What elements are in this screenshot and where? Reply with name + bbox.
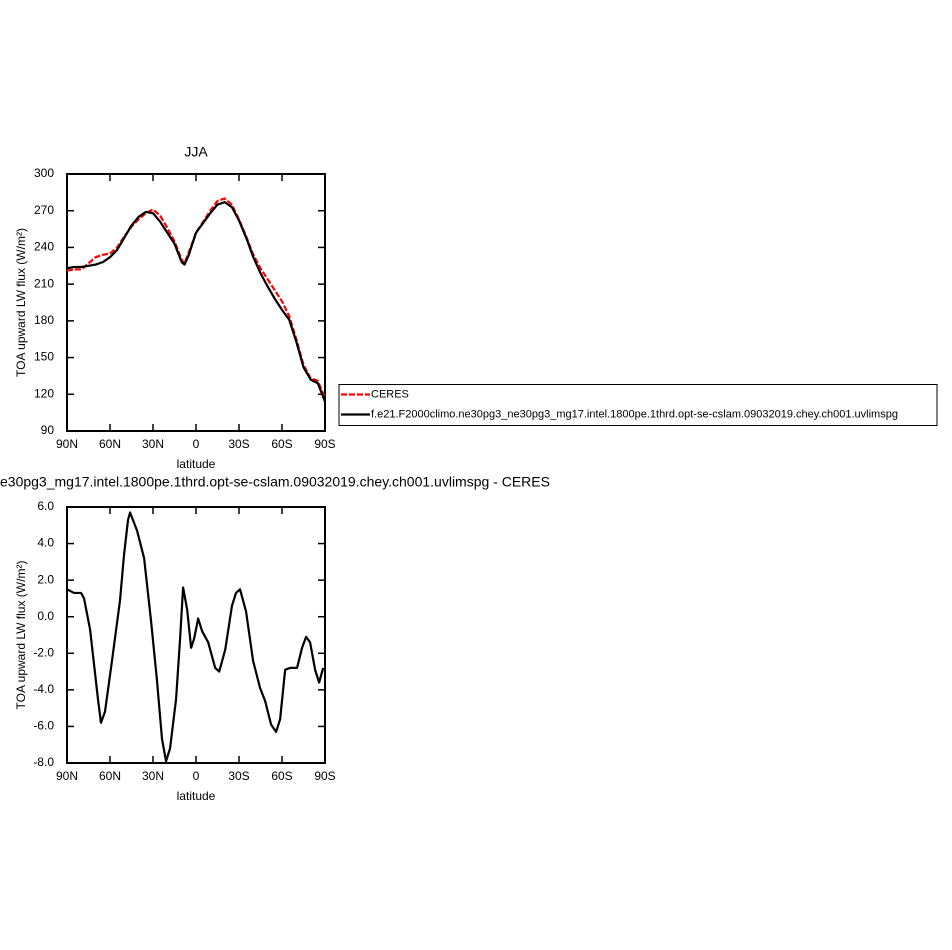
y-axis-label: TOA upward LW flux (W/m²) <box>14 561 28 710</box>
y-tick-label: 2.0 <box>37 572 54 586</box>
x-tick-label: 60S <box>271 437 292 451</box>
y-tick-label: -2.0 <box>33 645 54 659</box>
x-tick-label: 90S <box>314 769 335 783</box>
chart-title: e30pg3_mg17.intel.1800pe.1thrd.opt-se-cs… <box>0 474 550 490</box>
x-tick-label: 90S <box>314 437 335 451</box>
x-tick-label: 30N <box>142 769 164 783</box>
plot-frame <box>66 173 326 432</box>
legend: CERES f.e21.F2000climo.ne30pg3_ne30pg3_mg… <box>338 384 938 426</box>
y-tick-label: 270 <box>34 203 54 217</box>
data-line <box>66 201 327 403</box>
x-tick-label: 90N <box>56 769 78 783</box>
y-tick-label: 6.0 <box>37 499 54 513</box>
y-tick-label: 90 <box>41 423 55 437</box>
x-tick-label: 30S <box>228 769 249 783</box>
y-tick-label: 300 <box>34 166 54 180</box>
x-axis-label: latitude <box>177 789 216 803</box>
x-tick-label: 60N <box>99 769 121 783</box>
plot-frame <box>66 506 326 764</box>
y-tick-label: -4.0 <box>33 682 54 696</box>
legend-label: f.e21.F2000climo.ne30pg3_ne30pg3_mg17.in… <box>371 408 898 420</box>
y-tick-label: 4.0 <box>37 536 54 550</box>
legend-label: CERES <box>371 388 409 400</box>
y-tick-label: 240 <box>34 240 54 254</box>
y-tick-label: 180 <box>34 313 54 327</box>
data-line <box>66 511 325 763</box>
x-tick-label: 90N <box>56 437 78 451</box>
x-tick-label: 30S <box>228 437 249 451</box>
x-tick-label: 30N <box>142 437 164 451</box>
y-tick-label: -6.0 <box>33 719 54 733</box>
y-tick-label: 210 <box>34 276 54 290</box>
y-tick-label: 120 <box>34 386 54 400</box>
data-line <box>66 197 327 399</box>
chart-title: JJA <box>184 144 208 160</box>
x-tick-label: 0 <box>193 437 200 451</box>
x-tick-label: 0 <box>193 769 200 783</box>
y-axis-label: TOA upward LW flux (W/m²) <box>14 228 28 377</box>
y-tick-label: 150 <box>34 350 54 364</box>
x-axis-label: latitude <box>177 457 216 471</box>
x-tick-label: 60N <box>99 437 121 451</box>
x-tick-label: 60S <box>271 769 292 783</box>
y-tick-label: 0.0 <box>37 609 54 623</box>
y-tick-label: -8.0 <box>33 755 54 769</box>
legend-box <box>338 384 938 426</box>
